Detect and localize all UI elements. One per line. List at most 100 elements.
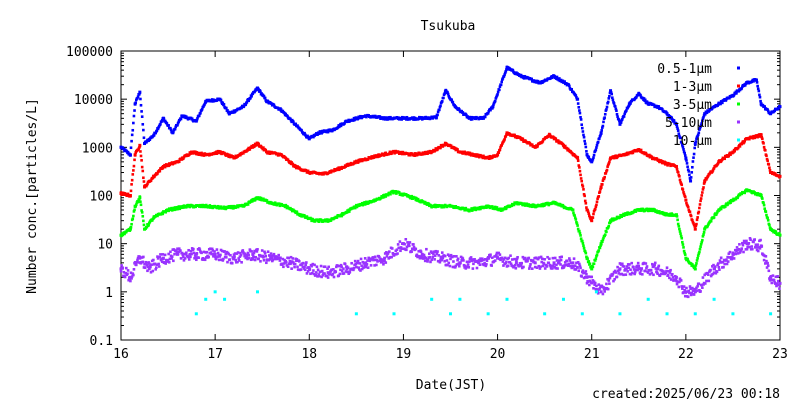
trace-dot: [470, 258, 474, 261]
trace-dot: [688, 210, 692, 214]
trace-dot: [159, 253, 162, 256]
trace-dot: [681, 243, 685, 246]
trace-dot: [579, 173, 582, 177]
trace-dot: [579, 115, 582, 119]
trace-dot: [698, 128, 701, 131]
trace-dot: [141, 169, 145, 173]
trace-dot: [226, 260, 229, 264]
trace-dot: [347, 210, 351, 213]
trace-dot: [432, 205, 436, 209]
trace-dot: [738, 243, 741, 246]
trace-dot: [585, 255, 588, 259]
trace-dot: [776, 279, 780, 283]
trace-dot: [682, 150, 686, 154]
trace-dot: [430, 115, 433, 119]
trace-dot: [507, 256, 511, 260]
trace-dot: [478, 263, 482, 267]
trace-dot: [701, 188, 705, 191]
trace-dot: [497, 251, 501, 255]
trace-dot: [555, 75, 559, 79]
trace-dot: [390, 247, 394, 250]
trace-dot: [185, 251, 188, 255]
trace-dot: [465, 260, 469, 264]
trace-dot: [625, 109, 628, 112]
trace-dot: [408, 153, 412, 157]
trace-dot: [289, 255, 293, 259]
trace-dot: [443, 92, 446, 95]
trace-dot: [582, 135, 586, 139]
trace-dot: [679, 136, 682, 140]
trace-dot: [126, 272, 129, 276]
trace-dot: [682, 192, 686, 196]
trace-dot: [758, 95, 762, 99]
trace-dot: [578, 231, 582, 235]
trace-dot: [356, 261, 359, 265]
trace-dot: [410, 247, 414, 251]
data-point: [449, 312, 452, 316]
trace-dot: [262, 255, 265, 259]
trace-dot: [498, 253, 502, 256]
trace-dot: [448, 264, 452, 268]
trace-dot: [502, 264, 505, 267]
trace-dot: [748, 236, 752, 240]
trace-dot: [741, 85, 744, 88]
trace-dot: [308, 268, 312, 271]
trace-dot: [369, 264, 373, 267]
trace-dot: [702, 186, 705, 189]
trace-dot: [696, 216, 699, 219]
trace-dot: [736, 146, 740, 150]
trace-dot: [584, 201, 588, 205]
trace-dot: [467, 266, 471, 269]
trace-dot: [611, 217, 614, 221]
trace-dot: [508, 260, 512, 264]
trace-dot: [745, 247, 749, 251]
trace-dot: [595, 284, 598, 288]
trace-dot: [693, 267, 697, 271]
trace-dot: [686, 257, 689, 261]
trace-dot: [146, 269, 149, 273]
trace-dot: [136, 258, 139, 262]
trace-dot: [698, 250, 701, 254]
trace-dot: [731, 256, 734, 259]
trace-dot: [742, 250, 745, 254]
trace-dot: [676, 218, 679, 222]
trace-dot: [605, 168, 609, 172]
trace-dot: [686, 205, 690, 209]
trace-dot: [340, 214, 343, 218]
trace-dot: [599, 186, 603, 190]
trace-dot: [290, 161, 293, 164]
trace-dot: [139, 150, 142, 153]
trace-dot: [599, 187, 602, 191]
data-point: [693, 312, 697, 316]
trace-dot: [689, 179, 692, 182]
trace-dot: [194, 256, 198, 259]
trace-dot: [686, 295, 690, 299]
trace-dot: [122, 270, 126, 274]
trace-dot: [130, 183, 133, 186]
trace-dot: [461, 111, 465, 114]
trace-dot: [285, 264, 289, 267]
trace-dot: [138, 255, 142, 259]
trace-dot: [752, 240, 755, 244]
trace-dot: [487, 257, 491, 260]
trace-dot: [596, 197, 599, 201]
trace-dot: [714, 271, 718, 275]
trace-dot: [678, 178, 682, 182]
trace-dot: [334, 270, 338, 274]
trace-dot: [560, 255, 564, 259]
trace-dot: [142, 223, 146, 227]
y-tick-label: 100: [90, 190, 113, 205]
trace-dot: [378, 259, 382, 262]
trace-dot: [694, 264, 698, 267]
trace-dot: [356, 117, 360, 120]
trace-dot: [612, 156, 616, 160]
trace-dot: [588, 214, 591, 218]
trace-dot: [696, 133, 700, 137]
trace-dot: [173, 127, 177, 131]
trace-dot: [192, 247, 195, 251]
trace-dot: [186, 255, 190, 259]
trace-dot: [390, 255, 393, 259]
trace-dot: [483, 261, 486, 265]
data-point: [585, 275, 589, 279]
trace-dot: [630, 261, 634, 265]
